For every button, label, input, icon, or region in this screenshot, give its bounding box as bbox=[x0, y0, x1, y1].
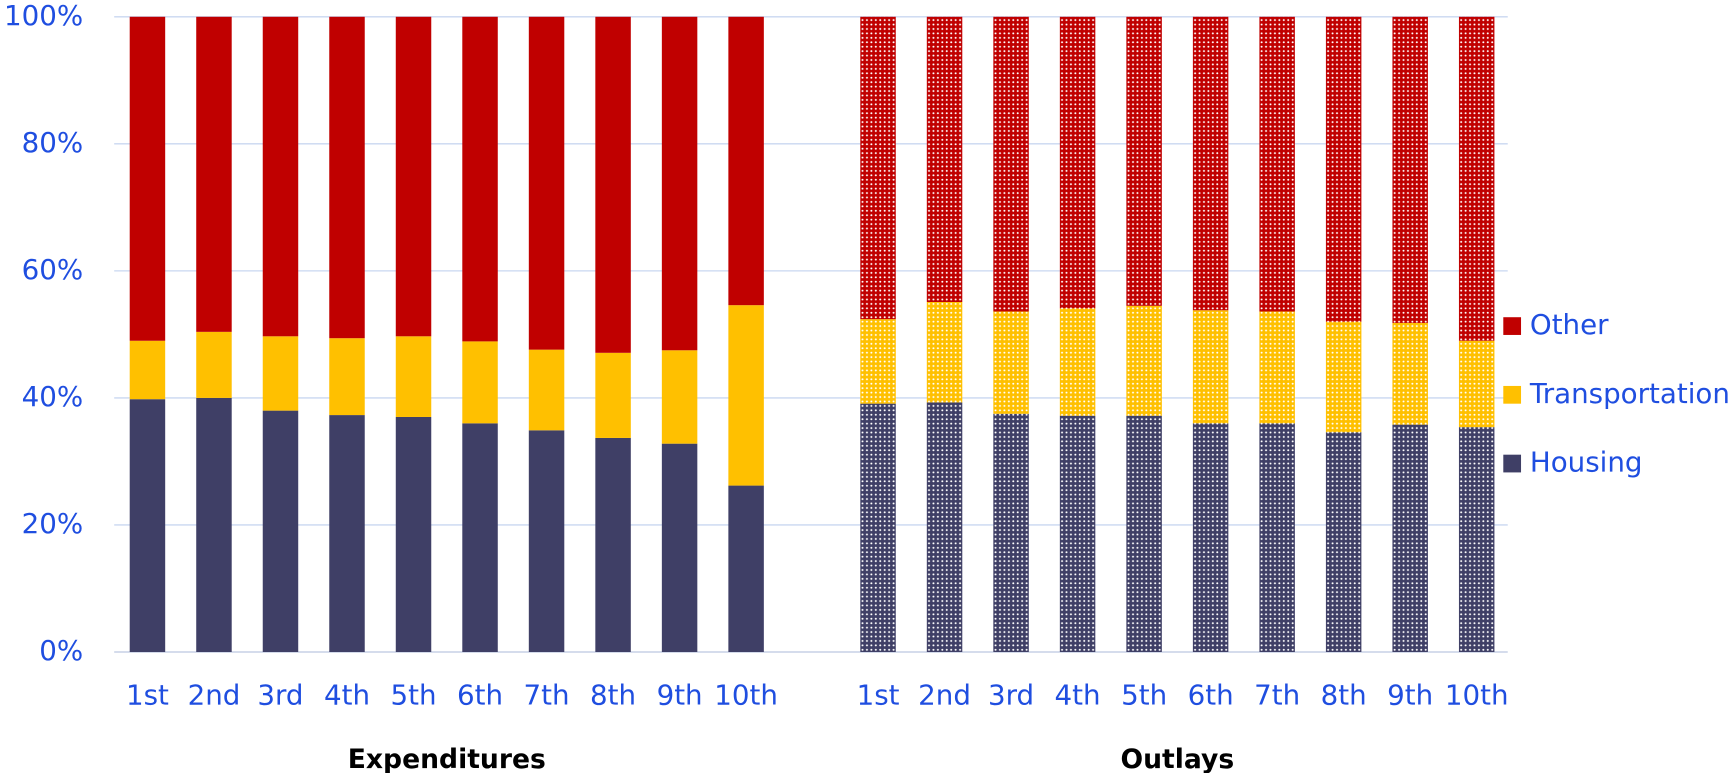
bar-segment bbox=[1192, 423, 1229, 653]
bar-segment bbox=[1192, 310, 1229, 424]
bar-segment bbox=[1325, 432, 1362, 653]
bar-segment bbox=[329, 415, 365, 653]
x-tick-label: 3rd bbox=[988, 678, 1034, 711]
bar-segment bbox=[860, 16, 896, 320]
x-tick-label: 7th bbox=[524, 678, 570, 711]
bar-segment bbox=[1392, 322, 1428, 425]
bar-segment bbox=[262, 410, 299, 653]
bar-segment bbox=[993, 16, 1029, 312]
x-tick-label: 5th bbox=[1121, 678, 1167, 711]
y-tick-label: 60% bbox=[22, 253, 84, 286]
bar-segment bbox=[595, 437, 631, 653]
bar-segment bbox=[661, 350, 698, 444]
x-tick-label: 9th bbox=[1387, 678, 1433, 711]
bar-segment bbox=[1126, 305, 1162, 416]
bar-segment bbox=[1126, 16, 1162, 306]
bar-segment bbox=[1458, 427, 1495, 653]
bar-segment bbox=[595, 16, 631, 353]
bar-segment bbox=[595, 352, 631, 438]
bar-segment bbox=[860, 403, 896, 653]
bar-segment bbox=[462, 341, 498, 424]
bar-segment bbox=[1458, 340, 1495, 428]
bar-segment bbox=[196, 331, 232, 398]
legend-swatch bbox=[1503, 454, 1522, 473]
bar-segment bbox=[661, 16, 698, 351]
group-label: Outlays bbox=[1121, 744, 1235, 773]
bar-segment bbox=[926, 16, 963, 302]
bar-segment bbox=[728, 16, 764, 306]
bar-segment bbox=[1059, 16, 1096, 309]
legend-swatch bbox=[1503, 385, 1522, 404]
bar-segment bbox=[1126, 415, 1162, 653]
x-tick-label: 7th bbox=[1254, 678, 1300, 711]
x-tick-label: 1st bbox=[857, 678, 900, 711]
bar-segment bbox=[926, 402, 963, 653]
y-tick-label: 40% bbox=[22, 380, 84, 413]
x-tick-label: 8th bbox=[590, 678, 636, 711]
bar-segment bbox=[1325, 321, 1362, 433]
bar-segment bbox=[528, 349, 565, 431]
legend-swatch bbox=[1503, 317, 1522, 335]
y-tick-label: 20% bbox=[22, 507, 84, 540]
x-tick-label: 4th bbox=[1055, 678, 1101, 711]
bar-segment bbox=[329, 338, 365, 416]
y-tick-label: 80% bbox=[22, 126, 84, 159]
bar-segment bbox=[129, 399, 166, 653]
y-tick-label: 0% bbox=[39, 634, 83, 667]
bar-segment bbox=[395, 416, 432, 653]
bar-segment bbox=[1059, 308, 1096, 416]
bar-segment bbox=[528, 430, 565, 653]
x-tick-label: 2nd bbox=[918, 678, 971, 711]
x-tick-label: 2nd bbox=[188, 678, 241, 711]
legend-label: Transportation bbox=[1529, 377, 1730, 410]
bar-segment bbox=[993, 413, 1029, 653]
bar-segment bbox=[129, 340, 166, 400]
bar-segment bbox=[1259, 16, 1295, 312]
x-tick-label: 5th bbox=[390, 678, 436, 711]
legend-label: Housing bbox=[1530, 446, 1643, 479]
x-tick-label: 8th bbox=[1321, 678, 1367, 711]
bar-segment bbox=[926, 301, 963, 403]
bar-segment bbox=[196, 16, 232, 332]
bar-segment bbox=[1259, 423, 1295, 653]
bar-segment bbox=[1259, 311, 1295, 424]
bar-segment bbox=[1325, 16, 1362, 322]
bar-segment bbox=[1192, 16, 1229, 311]
bar-segment bbox=[462, 423, 498, 653]
bar-segment bbox=[993, 311, 1029, 414]
bar-segment bbox=[262, 16, 299, 337]
bar-segment bbox=[462, 16, 498, 342]
bar-segment bbox=[395, 16, 432, 337]
x-tick-label: 9th bbox=[657, 678, 703, 711]
bar-segment bbox=[728, 305, 764, 486]
bar-segment bbox=[1458, 16, 1495, 341]
x-tick-label: 3rd bbox=[257, 678, 303, 711]
bar-segment bbox=[528, 16, 565, 350]
x-tick-label: 6th bbox=[457, 678, 503, 711]
bar-segment bbox=[860, 319, 896, 404]
x-tick-label: 4th bbox=[324, 678, 370, 711]
legend-label: Other bbox=[1530, 308, 1609, 341]
x-tick-label: 10th bbox=[1445, 678, 1509, 711]
bar-segment bbox=[1392, 16, 1428, 323]
bar-segment bbox=[1059, 415, 1096, 653]
group-label: Expenditures bbox=[348, 744, 546, 773]
bar-segment bbox=[196, 397, 232, 653]
x-tick-label: 1st bbox=[126, 678, 169, 711]
x-tick-label: 6th bbox=[1188, 678, 1234, 711]
bar-segment bbox=[661, 443, 698, 653]
y-tick-label: 100% bbox=[4, 0, 83, 32]
bar-segment bbox=[1392, 424, 1428, 653]
bar-segment bbox=[262, 336, 299, 411]
x-tick-label: 10th bbox=[714, 678, 778, 711]
bar-segment bbox=[395, 336, 432, 417]
bar-segment bbox=[129, 16, 166, 341]
bar-segment bbox=[329, 16, 365, 339]
bar-segment bbox=[728, 485, 764, 653]
